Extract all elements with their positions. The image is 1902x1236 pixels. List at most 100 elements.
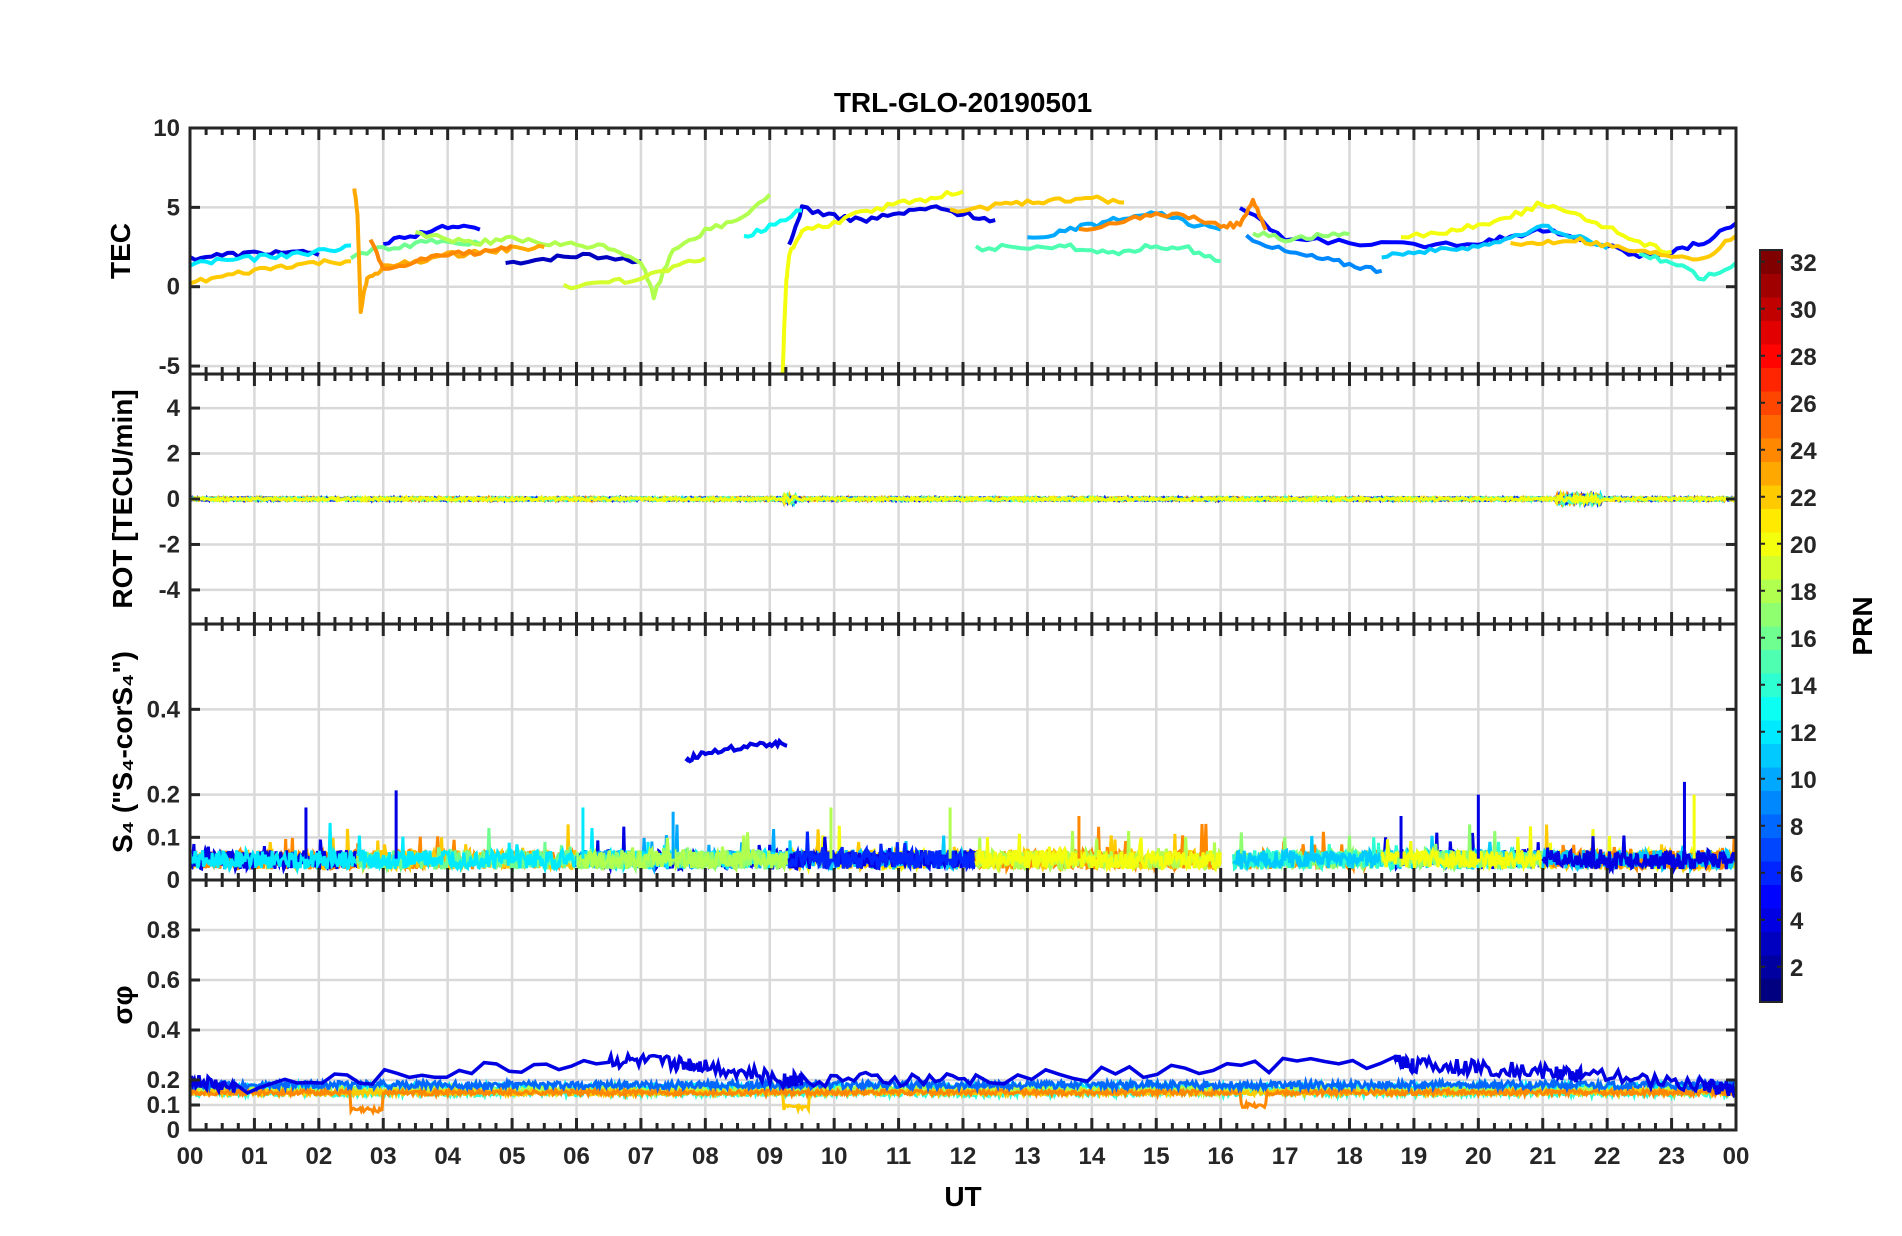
colorbar-tick-label: 24 [1790,438,1817,465]
x-tick-label: 16 [1207,1143,1234,1170]
y-tick-label: 0.2 [147,782,180,809]
s4-series-prn-11 [1232,835,1383,873]
x-axis-label: UT [944,1181,981,1212]
y-axis-label-s4: S₄ ("S₄-corS₄") [107,651,138,853]
s4-series-prn-12 [190,822,359,875]
y-tick-label: 0.2 [147,1067,180,1094]
x-tick-label: 14 [1078,1143,1105,1170]
tec-series-prn-4 [787,204,996,246]
tec-series-prn-9 [1245,233,1383,275]
colorbar-swatch [1760,767,1782,791]
tec-series-prn-11 [1381,223,1609,260]
x-tick-label: 01 [241,1143,268,1170]
colorbar-tick-label: 14 [1790,673,1817,700]
x-tick-label: 04 [434,1143,461,1170]
colorbar-swatch [1760,250,1782,274]
colorbar-tick-label: 30 [1790,297,1817,324]
tec-series-prn-12 [190,243,352,268]
tec-series-prn-24 [1078,197,1268,232]
x-tick-label: 17 [1272,1143,1299,1170]
s4-series-prn-20 [1380,826,1543,873]
tec-series-prn-16 [349,237,481,261]
x-tick-label: 02 [305,1143,332,1170]
y-tick-label: 2 [167,441,180,468]
colorbar-swatch [1760,367,1782,392]
x-tick-label: 19 [1401,1143,1428,1170]
tec-series-prn-5 [382,223,481,247]
colorbar-label: PRN [1847,596,1878,655]
x-tick-label: 07 [628,1143,655,1170]
y-tick-label: 0.8 [147,917,180,944]
colorbar-tick-label: 2 [1790,955,1803,982]
x-tick-label: 10 [821,1143,848,1170]
colorbar-swatch [1760,931,1782,956]
colorbar-tick-label: 26 [1790,391,1817,418]
colorbar-swatch [1760,720,1782,744]
data-layer [190,488,1736,509]
y-tick-label: 0.1 [147,824,180,851]
colorbar-swatch [1760,414,1782,439]
tec-series-prn-3 [505,251,642,266]
y-tick-label: 0.1 [147,1092,180,1119]
x-tick-label: 15 [1143,1143,1170,1170]
data-layer [190,188,1736,374]
colorbar-swatch [1760,273,1782,298]
y-tick-label: -4 [159,577,181,604]
tec-series-prn-20 [1400,200,1672,255]
tec-series-prn-22 [1510,234,1736,262]
x-tick-label: 09 [756,1143,783,1170]
x-tick-label: 18 [1336,1143,1363,1170]
y-axis-label-sigma: σφ [107,985,138,1024]
colorbar-swatch [1760,626,1782,650]
y-tick-label: 0.4 [147,696,181,723]
y-tick-label: 4 [167,395,181,422]
colorbar-swatch [1760,320,1782,345]
tec-series-prn-22 [190,258,352,286]
x-tick-label: 23 [1658,1143,1685,1170]
colorbar-swatch [1760,837,1782,862]
s4-series-prn-4-high [684,737,788,764]
panel-rot: -4 -2 0 2 4 ROT [TECU/min] [107,372,1738,626]
x-tick-label: 05 [499,1143,526,1170]
x-tick-label: 00 [1723,1143,1750,1170]
colorbar-tick-label: 28 [1790,344,1817,371]
s4-series-prn-4 [1541,835,1736,876]
y-tick-label: 0 [167,1117,180,1144]
tec-series-prn-22 [949,194,1125,214]
colorbar-swatch [1760,696,1782,721]
colorbar-tick-label: 16 [1790,626,1817,653]
colorbar-swatch [1760,908,1782,932]
colorbar-swatch [1760,391,1782,415]
x-tick-label: 20 [1465,1143,1492,1170]
colorbar-swatch [1760,884,1782,909]
y-axis-label-tec: TEC [105,223,136,279]
colorbar-swatch [1760,673,1782,697]
colorbar-tick-label: 32 [1790,250,1817,277]
rot-series-prn-20 [190,488,1736,508]
colorbar-tick-label: 6 [1790,861,1803,888]
colorbar-swatch [1760,579,1782,603]
sigma-series-prn-24 [190,1084,1736,1117]
x-tick-label: 22 [1594,1143,1621,1170]
y-tick-label: 0 [167,867,180,894]
x-tick-label: 21 [1529,1143,1556,1170]
panel-s4: 0 0.1 0.2 0.4 S₄ ("S₄-corS₄") [107,622,1738,894]
colorbar-swatch [1760,297,1782,321]
colorbar-swatch [1760,508,1782,533]
x-tick-label: 12 [950,1143,977,1170]
tec-series-prn-13 [743,208,802,239]
tec-series-prn-10 [1027,210,1222,240]
colorbar-tick-label: 4 [1790,908,1804,935]
y-tick-label: -5 [159,353,180,380]
tec-series-prn-18 [415,193,772,301]
tec-series-prn-20 [780,189,964,374]
y-tick-label: -2 [159,531,180,558]
chart-title: TRL-GLO-20190501 [834,87,1092,118]
tec-series-prn-24 [368,238,514,271]
x-tick-label: 11 [886,1143,911,1170]
colorbar-tick-label: 8 [1790,814,1803,841]
s4-series-prn-12 [356,835,578,875]
sigma-series-prn-8 [190,1075,1736,1095]
